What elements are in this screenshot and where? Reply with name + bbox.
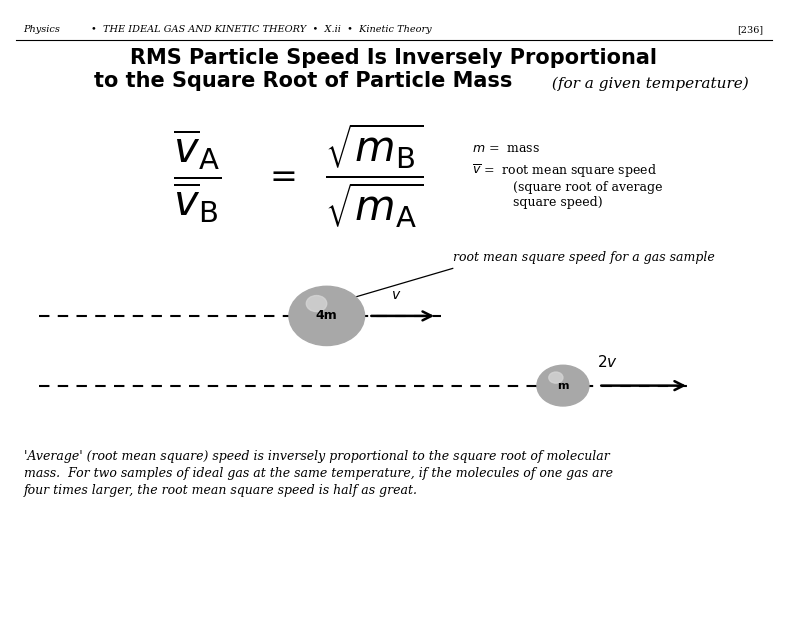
Text: 4m: 4m <box>316 309 338 323</box>
Text: [236]: [236] <box>738 25 764 34</box>
Text: $\dfrac{\overline{v}_{\rm A}}{\overline{v}_{\rm B}}$: $\dfrac{\overline{v}_{\rm A}}{\overline{… <box>173 127 221 225</box>
Circle shape <box>306 296 326 312</box>
Text: •  THE IDEAL GAS AND KINETIC THEORY  •  X.ii  •  Kinetic Theory: • THE IDEAL GAS AND KINETIC THEORY • X.i… <box>90 25 431 34</box>
Text: RMS Particle Speed Is Inversely Proportional: RMS Particle Speed Is Inversely Proporti… <box>130 48 657 68</box>
Text: m: m <box>558 381 569 391</box>
Circle shape <box>537 365 589 406</box>
Text: 'Average' (root mean square) speed is inversely proportional to the square root : 'Average' (root mean square) speed is in… <box>24 450 610 463</box>
Text: root mean square speed for a gas sample: root mean square speed for a gas sample <box>453 251 714 265</box>
Text: (for a given temperature): (for a given temperature) <box>547 77 749 91</box>
Text: four times larger, the root mean square speed is half as great.: four times larger, the root mean square … <box>24 484 418 497</box>
Text: $\overline{v}$ =  root mean square speed: $\overline{v}$ = root mean square speed <box>473 163 657 180</box>
Text: $v$: $v$ <box>391 288 402 302</box>
Text: square speed): square speed) <box>514 196 603 209</box>
Text: $\dfrac{\sqrt{m_{\rm B}}}{\sqrt{m_{\rm A}}}$: $\dfrac{\sqrt{m_{\rm B}}}{\sqrt{m_{\rm A… <box>325 122 423 230</box>
Text: mass.  For two samples of ideal gas at the same temperature, if the molecules of: mass. For two samples of ideal gas at th… <box>24 467 613 480</box>
Text: (square root of average: (square root of average <box>514 181 663 194</box>
Text: $2v$: $2v$ <box>597 354 618 370</box>
Text: $m$ =  mass: $m$ = mass <box>473 141 541 155</box>
Circle shape <box>549 372 563 383</box>
Circle shape <box>289 286 365 346</box>
Text: to the Square Root of Particle Mass: to the Square Root of Particle Mass <box>94 72 512 91</box>
Text: $=$: $=$ <box>263 160 296 192</box>
Text: Physics: Physics <box>24 25 61 34</box>
